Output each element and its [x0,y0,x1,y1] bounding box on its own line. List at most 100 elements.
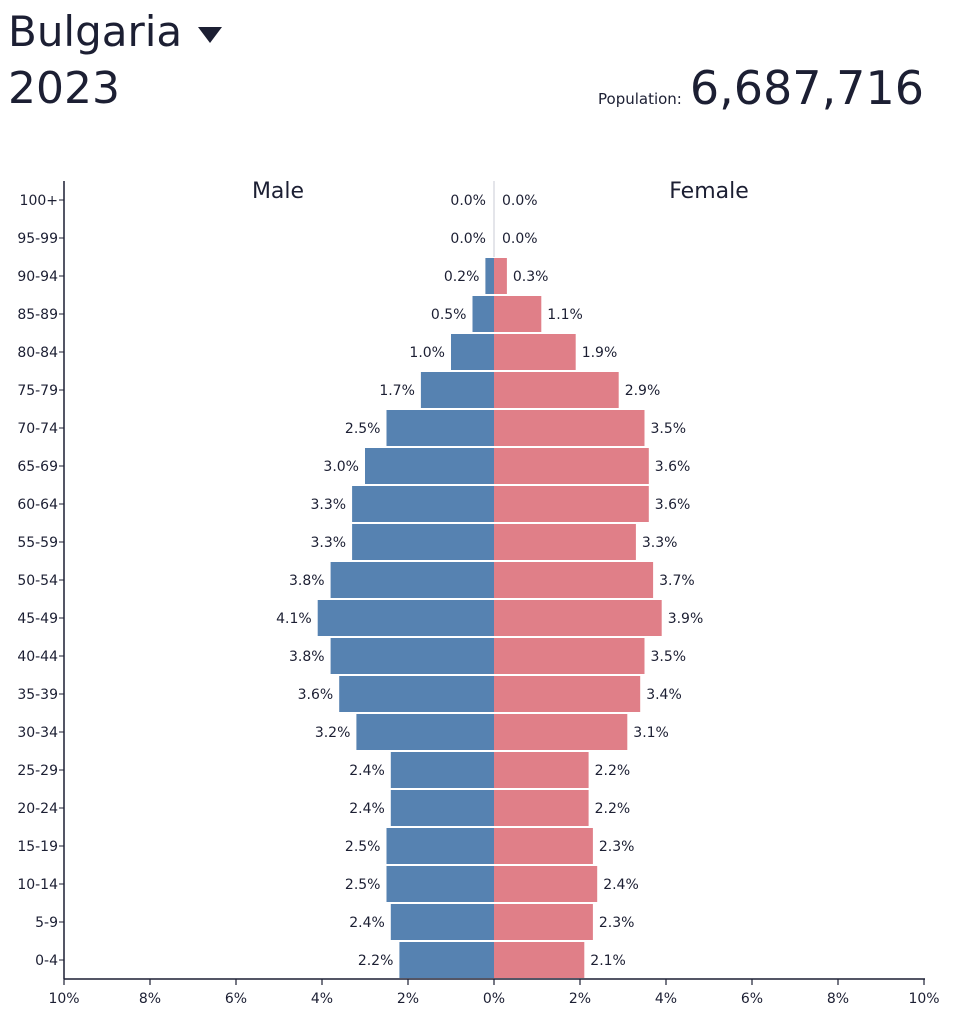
male-bar [386,410,494,446]
male-bar [330,562,494,598]
female-bar [494,790,589,826]
male-value-label: 3.3% [311,535,347,551]
male-value-label: 1.7% [379,383,415,399]
population-display: Population: 6,687,716 [598,60,924,116]
x-tick-label: 4% [311,991,333,1007]
female-value-label: 3.6% [655,497,691,513]
female-value-label: 2.2% [595,763,631,779]
female-value-label: 3.5% [651,649,687,665]
female-bar [494,486,649,522]
x-tick-label: 0% [483,991,505,1007]
age-group-label: 85-89 [17,307,58,323]
age-group-label: 50-54 [17,573,58,589]
x-tick-label: 6% [225,991,247,1007]
age-group-label: 0-4 [35,953,58,969]
female-value-label: 2.9% [625,383,661,399]
population-value: 6,687,716 [689,61,924,115]
age-group-label: 40-44 [17,649,58,665]
age-group-label: 45-49 [17,611,58,627]
x-tick-label: 10% [908,991,939,1007]
male-bar [451,334,494,370]
male-value-label: 2.4% [349,915,385,931]
male-bar [386,828,494,864]
male-bar [365,448,494,484]
x-tick-label: 2% [569,991,591,1007]
male-value-label: 2.5% [345,877,381,893]
chevron-down-icon[interactable] [198,27,223,43]
female-value-label: 2.3% [599,915,635,931]
age-group-label: 60-64 [17,497,58,513]
female-value-label: 3.6% [655,459,691,475]
age-group-label: 20-24 [17,801,58,817]
male-bar [330,638,494,674]
country-selector[interactable]: Bulgaria [8,6,223,58]
age-group-label: 80-84 [17,345,58,361]
age-group-label: 65-69 [17,459,58,475]
female-value-label: 3.3% [642,535,678,551]
male-value-label: 2.5% [345,839,381,855]
population-label: Population: [598,90,682,108]
male-value-label: 2.4% [349,763,385,779]
x-tick-label: 8% [139,991,161,1007]
male-bar [472,296,494,332]
female-value-label: 0.0% [502,231,538,247]
female-bar [494,942,585,978]
female-bar [494,410,645,446]
female-label: Female [669,179,749,204]
female-value-label: 2.4% [603,877,639,893]
x-tick-label: 2% [397,991,419,1007]
female-bar [494,714,628,750]
male-bar [386,866,494,902]
male-value-label: 3.6% [298,687,334,703]
female-value-label: 3.5% [651,421,687,437]
male-bar [485,258,494,294]
x-tick-label: 4% [655,991,677,1007]
female-bar [494,562,654,598]
male-value-label: 2.5% [345,421,381,437]
x-tick-label: 10% [48,991,79,1007]
age-group-label: 25-29 [17,763,58,779]
female-bar [494,448,649,484]
female-value-label: 1.1% [547,307,583,323]
female-bar [494,600,662,636]
age-group-label: 75-79 [17,383,58,399]
male-bar [390,752,494,788]
female-value-label: 0.0% [502,193,538,209]
female-bar [494,638,645,674]
male-value-label: 2.2% [358,953,394,969]
age-group-label: 15-19 [17,839,58,855]
male-bar [390,790,494,826]
female-bar [494,334,576,370]
female-value-label: 2.1% [590,953,626,969]
male-bar [356,714,494,750]
country-name: Bulgaria [8,7,183,56]
male-bar [399,942,494,978]
female-value-label: 2.3% [599,839,635,855]
age-group-label: 5-9 [35,915,58,931]
x-tick-label: 8% [827,991,849,1007]
age-group-label: 70-74 [17,421,58,437]
female-value-label: 3.1% [633,725,669,741]
male-value-label: 0.0% [450,231,486,247]
male-value-label: 0.2% [444,269,480,285]
female-value-label: 3.4% [646,687,682,703]
female-bar [494,372,619,408]
male-bar [352,486,494,522]
male-value-label: 3.8% [289,573,325,589]
age-group-label: 90-94 [17,269,58,285]
male-bar [352,524,494,560]
female-bar [494,258,507,294]
male-value-label: 4.1% [276,611,312,627]
male-value-label: 3.2% [315,725,351,741]
age-group-label: 30-34 [17,725,58,741]
male-value-label: 3.0% [323,459,359,475]
year-label: 2023 [8,63,120,114]
male-bar [420,372,494,408]
female-bar [494,524,636,560]
female-value-label: 1.9% [582,345,618,361]
male-value-label: 1.0% [409,345,445,361]
female-bar [494,828,593,864]
male-bar [390,904,494,940]
age-group-label: 100+ [20,193,58,209]
